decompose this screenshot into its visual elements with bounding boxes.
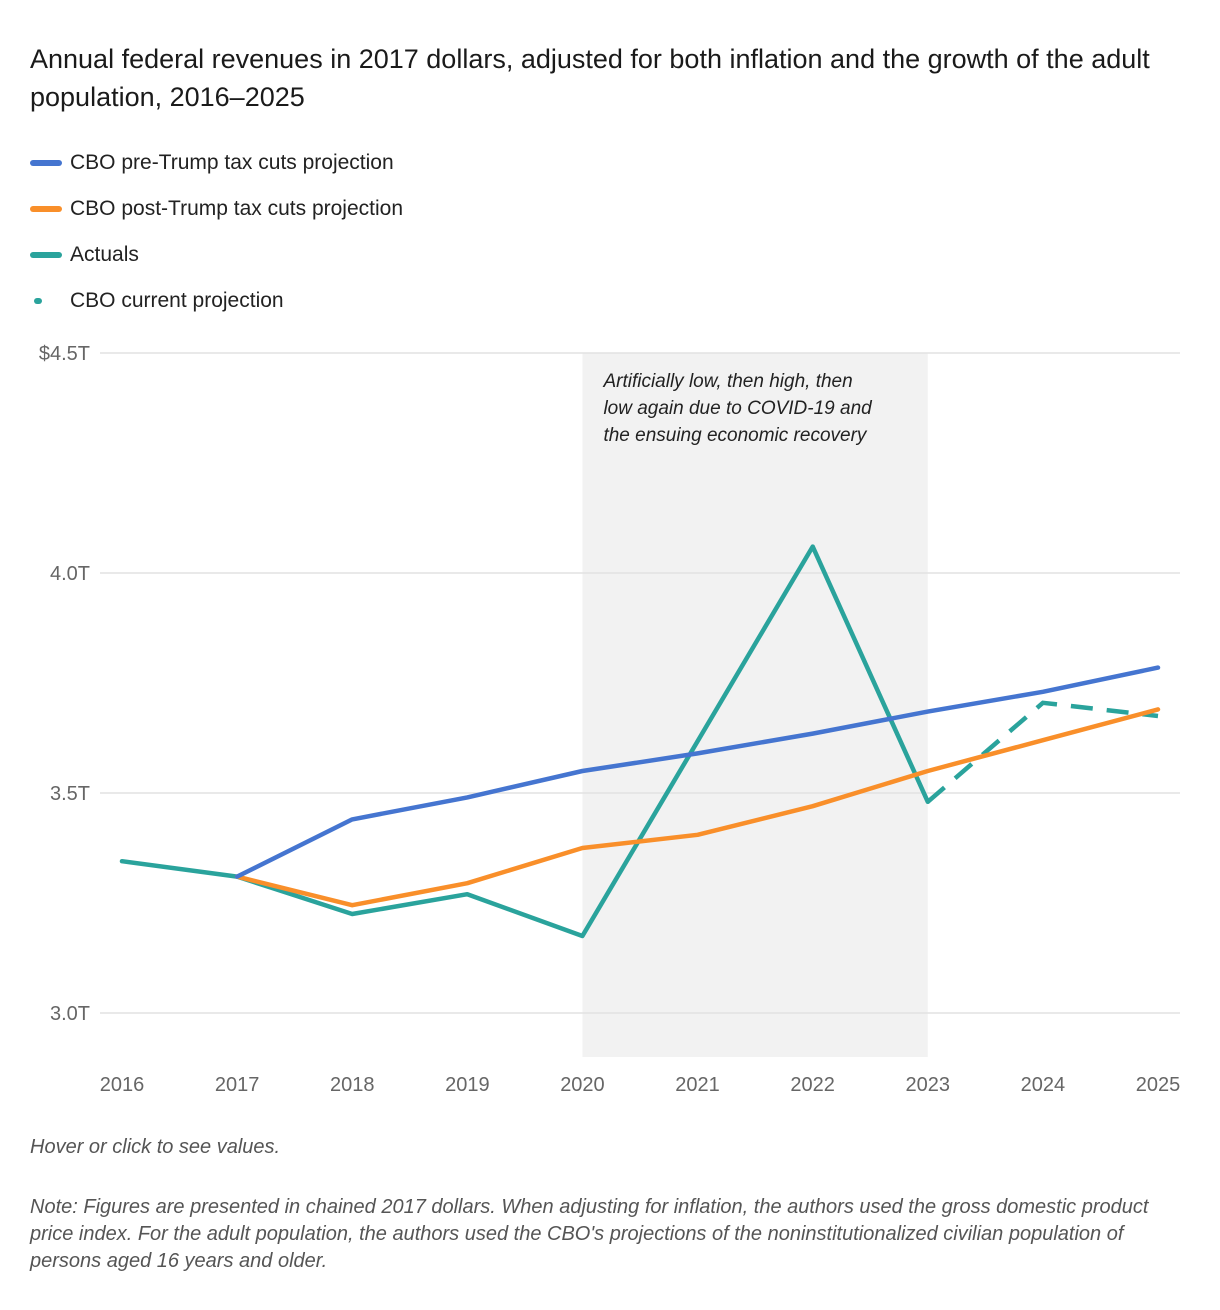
series-line-cbo-current-projection[interactable] xyxy=(926,700,1159,804)
legend-swatch-pre-trump xyxy=(30,160,62,166)
data-point[interactable] xyxy=(461,791,473,803)
data-point[interactable] xyxy=(346,899,358,911)
data-point[interactable] xyxy=(1152,662,1164,674)
series-line-cbo-pre-trump-tax-cuts-projection[interactable] xyxy=(234,665,1161,879)
y-tick-label: 3.5T xyxy=(50,783,90,805)
data-point[interactable] xyxy=(807,728,819,740)
legend-label-post-trump: CBO post-Trump tax cuts projection xyxy=(70,197,404,220)
x-tick-label: 2017 xyxy=(215,1074,260,1096)
data-point[interactable] xyxy=(576,765,588,777)
legend-label-actuals: Actuals xyxy=(70,243,139,266)
x-tick-label: 2021 xyxy=(675,1074,720,1096)
annotation-text-line: Artificially low, then high, then xyxy=(602,371,852,392)
data-point[interactable] xyxy=(346,813,358,825)
x-tick-label: 2016 xyxy=(100,1074,145,1096)
x-tick-label: 2020 xyxy=(560,1074,605,1096)
data-point[interactable] xyxy=(1152,703,1164,715)
data-point[interactable] xyxy=(231,871,243,883)
data-point[interactable] xyxy=(692,829,704,841)
annotation-text-line: the ensuing economic recovery xyxy=(603,425,867,446)
line-chart[interactable]: Artificially low, then high, then low aga… xyxy=(0,330,1220,1110)
legend-item-current-projection[interactable]: CBO current projection xyxy=(30,278,403,324)
x-tick-label: 2018 xyxy=(330,1074,375,1096)
x-tick-label: 2023 xyxy=(906,1074,951,1096)
legend-label-pre-trump: CBO pre-Trump tax cuts projection xyxy=(70,151,394,174)
x-tick-label: 2025 xyxy=(1136,1074,1181,1096)
data-point[interactable] xyxy=(922,796,934,808)
data-point[interactable] xyxy=(461,877,473,889)
legend-swatch-actuals xyxy=(30,252,62,258)
data-point[interactable] xyxy=(116,855,128,867)
y-tick-label: $4.5T xyxy=(39,343,90,365)
y-tick-label: 3.0T xyxy=(50,1003,90,1025)
data-point[interactable] xyxy=(922,765,934,777)
data-point[interactable] xyxy=(576,842,588,854)
x-tick-label: 2024 xyxy=(1021,1074,1066,1096)
legend-item-actuals[interactable]: Actuals xyxy=(30,232,403,278)
legend-item-post-trump[interactable]: CBO post-Trump tax cuts projection xyxy=(30,186,403,232)
legend: CBO pre-Trump tax cuts projection CBO po… xyxy=(30,140,403,324)
annotation-text-line: low again due to COVID-19 and xyxy=(603,398,873,419)
data-point[interactable] xyxy=(576,930,588,942)
x-tick-label: 2022 xyxy=(790,1074,835,1096)
legend-label-current-projection: CBO current projection xyxy=(70,289,284,312)
y-tick-label: 4.0T xyxy=(50,563,90,585)
data-point[interactable] xyxy=(807,800,819,812)
data-point[interactable] xyxy=(1037,686,1049,698)
legend-swatch-post-trump xyxy=(30,206,62,212)
legend-swatch-current-projection xyxy=(34,298,42,304)
data-point[interactable] xyxy=(1037,734,1049,746)
data-point[interactable] xyxy=(922,706,934,718)
series-line-cbo-post-trump-tax-cuts-projection[interactable] xyxy=(234,707,1161,908)
data-point[interactable] xyxy=(692,747,704,759)
data-point[interactable] xyxy=(807,541,819,553)
data-point[interactable] xyxy=(1037,697,1049,709)
chart-title: Annual federal revenues in 2017 dollars,… xyxy=(30,44,1150,112)
legend-item-pre-trump[interactable]: CBO pre-Trump tax cuts projection xyxy=(30,140,403,186)
footnote: Note: Figures are presented in chained 2… xyxy=(30,1196,1149,1272)
data-point[interactable] xyxy=(461,888,473,900)
covid-annotation-band xyxy=(582,353,928,1057)
x-tick-label: 2019 xyxy=(445,1074,490,1096)
hover-hint: Hover or click to see values. xyxy=(30,1136,281,1158)
